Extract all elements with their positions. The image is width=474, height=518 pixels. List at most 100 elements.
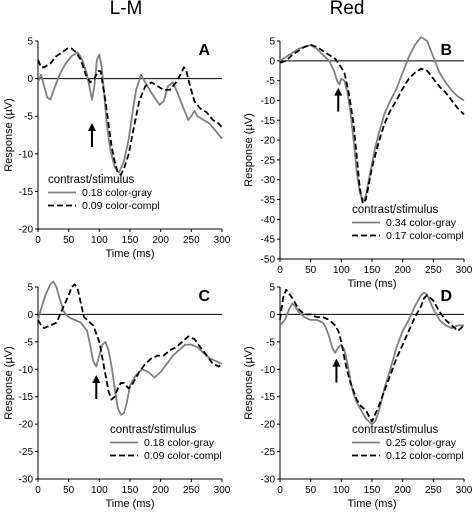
y-tick-label: 0 — [269, 56, 275, 67]
y-tick-label: -5 — [266, 76, 275, 87]
x-tick-label: 200 — [394, 265, 411, 276]
y-axis-label: Response (µV) — [3, 346, 15, 420]
y-tick-label: -20 — [19, 420, 34, 431]
series-line-gray — [279, 291, 464, 426]
y-tick-label: -5 — [24, 337, 33, 348]
x-tick-label: 150 — [122, 485, 139, 496]
y-tick-label: 0 — [27, 310, 33, 321]
x-tick-label: 50 — [63, 485, 75, 496]
x-tick-label: 200 — [152, 485, 169, 496]
series-line-compl — [37, 47, 223, 176]
y-tick-label: -5 — [266, 337, 275, 348]
y-tick-label: -15 — [261, 392, 276, 403]
x-tick-label: 200 — [152, 235, 169, 246]
y-tick-label: -10 — [261, 96, 276, 107]
y-tick-label: -10 — [19, 365, 34, 376]
x-tick-label: 300 — [214, 485, 231, 496]
legend-entry: 0.09 color-compl — [144, 450, 222, 462]
x-axis-label: Time (ms) — [105, 248, 154, 260]
legend-title: contrast/stimulus — [352, 204, 439, 216]
legend-entry: 0.12 color-compl — [386, 450, 464, 462]
x-tick-label: 0 — [35, 485, 41, 496]
arrow-head — [87, 122, 96, 131]
x-axis-label: Time (ms) — [347, 278, 396, 290]
x-tick-label: 150 — [364, 265, 381, 276]
y-tick-label: -5 — [24, 112, 33, 123]
x-tick-label: 300 — [456, 485, 473, 496]
series-line-compl — [37, 283, 223, 401]
y-tick-label: -10 — [261, 365, 276, 376]
column-title-lm: L-M — [110, 0, 143, 19]
panel-label: D — [440, 288, 452, 305]
panel-c: 50-5-10-15-20-25-300 50 100 150 200 250 300Tim… — [3, 280, 231, 510]
y-tick-label: -20 — [19, 225, 34, 236]
legend-title: contrast/stimulus — [48, 174, 135, 186]
y-tick-label: -45 — [261, 235, 276, 246]
y-tick-label: 5 — [27, 37, 33, 48]
series-line-compl — [279, 44, 465, 205]
y-tick-label: -25 — [19, 447, 34, 458]
x-tick-label: 50 — [305, 485, 317, 496]
y-tick-label: -20 — [261, 420, 276, 431]
y-tick-label: -30 — [261, 475, 276, 486]
y-tick-label: -25 — [261, 447, 276, 458]
panel-label: B — [440, 42, 452, 59]
legend-entry: 0.34 color-gray — [386, 217, 457, 229]
x-tick-label: 250 — [183, 485, 200, 496]
y-axis-label: Response (µV) — [243, 113, 255, 187]
x-axis-label: Time (ms) — [105, 498, 154, 510]
y-tick-label: -50 — [261, 255, 276, 266]
x-tick-label: 250 — [183, 235, 200, 246]
y-tick-label: 5 — [269, 37, 275, 48]
column-title-red: Red — [330, 0, 365, 19]
y-axis-label: Response (µV) — [243, 346, 255, 420]
y-tick-label: -30 — [19, 475, 34, 486]
x-tick-label: 300 — [456, 265, 473, 276]
legend-entry: 0.25 color-gray — [386, 437, 457, 449]
x-tick-label: 0 — [277, 485, 283, 496]
x-tick-label: 300 — [214, 235, 231, 246]
y-tick-label: -30 — [261, 175, 276, 186]
y-tick-label: 0 — [269, 310, 275, 321]
panel-d: 50-5-10-15-20-25-300 50 100 150 200 250 300Tim… — [243, 283, 473, 511]
y-tick-label: -25 — [261, 155, 276, 166]
x-tick-label: 50 — [305, 265, 317, 276]
y-tick-label: -20 — [261, 136, 276, 147]
x-tick-label: 100 — [91, 485, 108, 496]
y-tick-label: -15 — [261, 116, 276, 127]
legend-entry: 0.18 color-gray — [144, 437, 215, 449]
y-tick-label: -15 — [19, 392, 34, 403]
y-tick-label: 0 — [27, 74, 33, 85]
y-tick-label: 5 — [269, 283, 275, 294]
panel-b: 50-5-10-15-20-25-30-35-40-45-500 50 100 150… — [243, 36, 473, 290]
x-tick-label: 250 — [425, 265, 442, 276]
y-tick-label: -10 — [19, 149, 34, 160]
arrow-head — [332, 358, 341, 367]
legend-title: contrast/stimulus — [110, 424, 197, 436]
y-tick-label: 5 — [27, 283, 33, 294]
x-axis-label: Time (ms) — [347, 498, 396, 510]
legend-entry: 0.18 color-gray — [82, 187, 153, 199]
x-tick-label: 150 — [122, 235, 139, 246]
x-tick-label: 0 — [277, 265, 283, 276]
panel-label: A — [198, 42, 210, 59]
x-tick-label: 100 — [333, 485, 350, 496]
legend-entry: 0.17 color-compl — [386, 230, 464, 242]
arrow-head — [92, 375, 101, 384]
x-tick-label: 250 — [425, 485, 442, 496]
x-tick-label: 100 — [91, 235, 108, 246]
x-tick-label: 50 — [63, 235, 75, 246]
series-line-gray — [37, 51, 223, 174]
arrow-head — [334, 87, 343, 96]
y-tick-label: -15 — [19, 187, 34, 198]
y-tick-label: -40 — [261, 215, 276, 226]
series-line-compl — [279, 288, 465, 423]
x-tick-label: 150 — [364, 485, 381, 496]
y-axis-label: Response (µV) — [3, 98, 15, 172]
x-tick-label: 100 — [333, 265, 350, 276]
x-tick-label: 0 — [35, 235, 41, 246]
y-tick-label: -35 — [261, 195, 276, 206]
